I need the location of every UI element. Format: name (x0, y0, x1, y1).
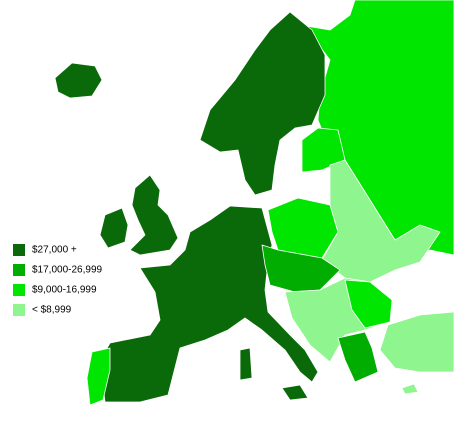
portugal (86, 347, 111, 406)
legend-label: < $8,999 (32, 305, 72, 316)
scandinavia (199, 11, 326, 196)
romania-bulgaria (344, 279, 393, 329)
legend-label: $17,000-26,999 (32, 265, 103, 276)
great-britain (129, 174, 179, 256)
legend-label: $9,000-16,999 (32, 285, 97, 296)
legend-swatch (13, 244, 25, 256)
poland (267, 197, 339, 259)
greece (337, 331, 379, 383)
legend-swatch (13, 264, 25, 276)
east-europe (321, 159, 441, 283)
ireland (99, 207, 129, 249)
sardinia (239, 347, 253, 381)
legend-swatch (13, 284, 25, 296)
legend: $27,000 + $17,000-26,999 $9,000-16,999 < $8… (13, 244, 103, 316)
turkey (379, 311, 454, 373)
legend-swatch (13, 304, 25, 316)
cyprus (401, 383, 419, 395)
iceland (54, 62, 103, 99)
sicily (281, 384, 309, 401)
legend-label: $27,000 + (32, 245, 77, 256)
